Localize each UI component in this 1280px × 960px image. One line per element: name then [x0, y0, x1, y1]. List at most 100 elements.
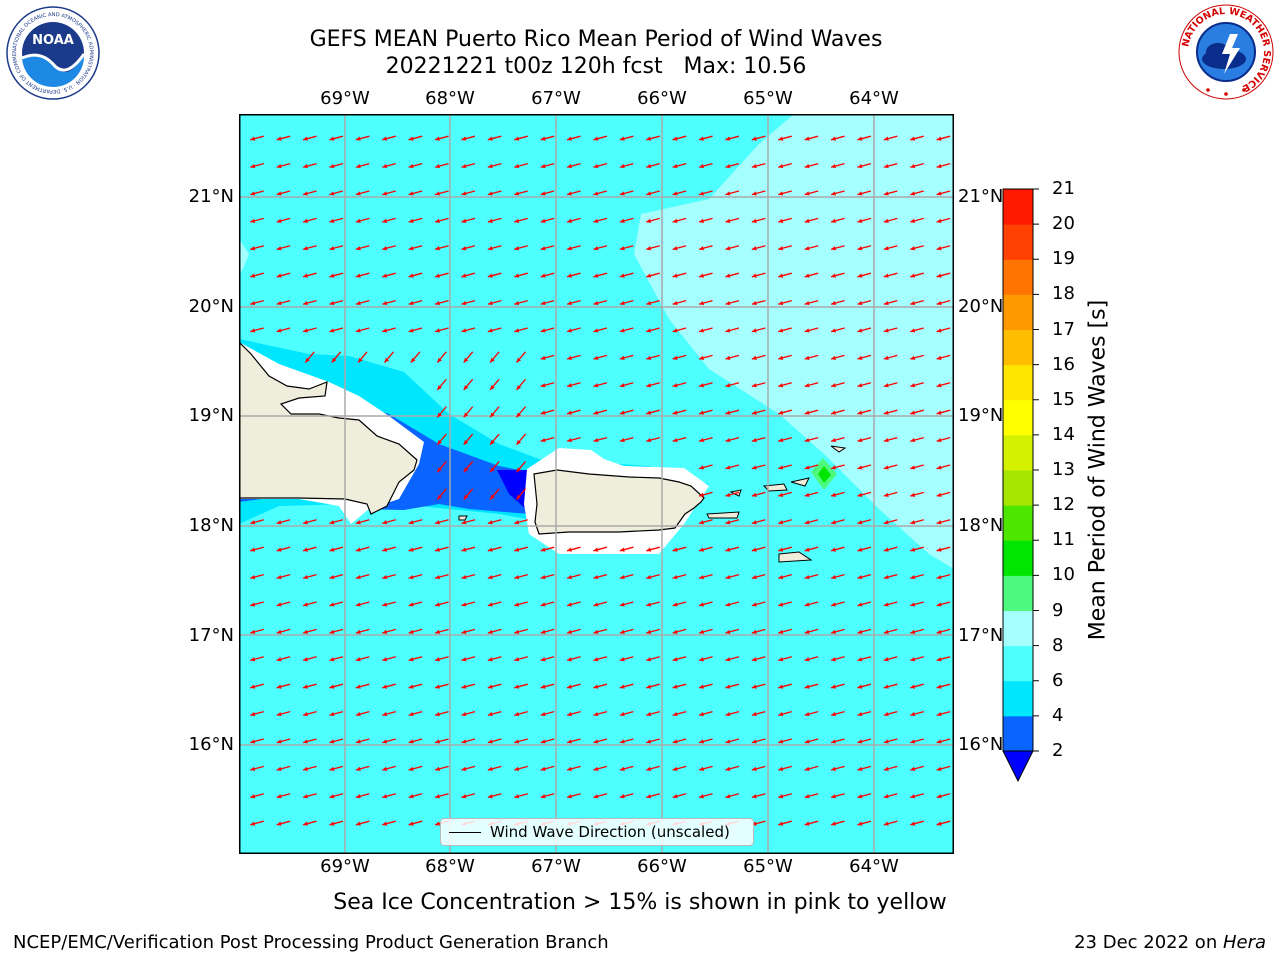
wave-direction-arrow: [434, 793, 449, 799]
wave-direction-arrow: [540, 573, 555, 580]
colorbar-under-arrow: [1002, 750, 1034, 783]
lon-label-bottom: 64°W: [849, 856, 899, 877]
wave-direction-arrow: [593, 299, 608, 306]
wave-direction-arrow: [302, 738, 317, 744]
wave-direction-arrow: [725, 245, 740, 251]
wave-direction-arrow: [461, 683, 476, 689]
wave-direction-arrow: [566, 656, 581, 662]
wave-direction-arrow: [355, 245, 370, 251]
wave-direction-arrow: [698, 546, 713, 552]
wave-direction-arrow: [830, 820, 845, 826]
wave-direction-arrow: [698, 519, 713, 525]
wave-direction-arrow: [434, 217, 449, 223]
wave-direction-arrow: [619, 573, 634, 580]
wave-direction-arrow: [514, 710, 528, 717]
wave-direction-arrow: [804, 299, 819, 306]
wave-direction-arrow: [408, 162, 423, 169]
wave-direction-arrow: [910, 573, 924, 580]
wave-direction-arrow: [672, 683, 687, 689]
wave-direction-arrow: [936, 135, 951, 141]
wave-direction-arrow: [304, 351, 315, 363]
wave-direction-arrow: [751, 683, 766, 689]
lon-label-top: 65°W: [743, 88, 793, 109]
lat-label-right: 19°N: [958, 405, 1004, 426]
wave-direction-arrow: [461, 162, 476, 169]
wave-direction-arrow: [646, 162, 660, 169]
wave-direction-arrow: [540, 656, 555, 662]
wave-direction-arrow: [276, 601, 291, 607]
wave-direction-arrow: [910, 491, 924, 497]
wave-direction-arrow: [329, 327, 344, 333]
wave-direction-arrow: [540, 683, 555, 689]
wave-direction-arrow: [751, 519, 766, 525]
wave-direction-arrow: [804, 245, 819, 251]
wave-direction-arrow: [514, 272, 528, 278]
wave-direction-arrow: [463, 351, 474, 363]
wave-direction-arrow: [830, 436, 845, 443]
wave-direction-arrow: [857, 162, 872, 169]
wave-direction-arrow: [646, 436, 660, 443]
wave-direction-arrow: [778, 656, 792, 662]
wave-direction-arrow: [355, 683, 370, 689]
wave-direction-arrow: [619, 162, 634, 169]
wave-direction-arrow: [250, 820, 264, 826]
wave-direction-arrow: [566, 327, 581, 333]
wave-direction-arrow: [593, 683, 608, 689]
wave-direction-arrow: [910, 820, 924, 826]
wave-direction-arrow: [910, 245, 924, 251]
wave-direction-arrow: [566, 710, 581, 717]
wave-direction-arrow: [804, 272, 819, 278]
wave-direction-arrow: [408, 135, 423, 141]
wave-direction-arrow: [883, 573, 898, 580]
wave-direction-arrow: [804, 382, 819, 388]
wave-direction-arrow: [857, 820, 872, 826]
wave-direction-arrow: [461, 738, 476, 744]
wave-direction-arrow: [778, 546, 792, 552]
wave-direction-arrow: [540, 354, 555, 360]
wave-direction-arrow: [487, 601, 502, 607]
wave-direction-arrow: [276, 217, 291, 223]
wave-direction-arrow: [540, 628, 555, 634]
wave-direction-arrow: [566, 135, 581, 141]
wave-direction-arrow: [329, 272, 344, 278]
wave-direction-arrow: [487, 546, 502, 552]
wave-direction-arrow: [830, 573, 845, 580]
wave-direction-arrow: [910, 464, 924, 470]
wave-direction-arrow: [857, 738, 872, 744]
wave-direction-arrow: [936, 656, 951, 662]
wave-direction-arrow: [302, 793, 317, 799]
wave-direction-arrow: [566, 162, 581, 169]
wave-direction-arrow: [883, 491, 898, 497]
colorbar-tick-label: 15: [1052, 388, 1075, 410]
wave-direction-arrow: [751, 656, 766, 662]
wave-direction-arrow: [566, 573, 581, 580]
wave-direction-arrow: [514, 546, 528, 552]
wave-direction-arrow: [936, 272, 951, 278]
wave-direction-arrow: [434, 135, 449, 141]
wave-direction-arrow: [725, 327, 740, 333]
wave-direction-arrow: [329, 820, 344, 826]
wave-direction-arrow: [593, 793, 608, 799]
lat-label-right: 17°N: [958, 625, 1004, 646]
wave-direction-arrow: [489, 406, 500, 418]
wave-direction-arrow: [910, 656, 924, 662]
wave-direction-arrow: [566, 628, 581, 634]
wave-direction-arrow: [857, 272, 872, 278]
wave-direction-arrow: [936, 793, 951, 799]
wave-direction-arrow: [698, 436, 713, 443]
wave-direction-arrow: [329, 299, 344, 306]
wave-direction-arrow: [936, 491, 951, 497]
wave-direction-arrow: [276, 190, 291, 196]
wave-direction-arrow: [830, 409, 845, 415]
wave-direction-arrow: [276, 327, 291, 333]
wave-direction-arrow: [830, 245, 845, 251]
wave-direction-arrow: [408, 710, 423, 717]
wave-direction-arrow: [830, 162, 845, 169]
land-desecheo: [458, 515, 468, 521]
colorbar-segment: [1003, 364, 1033, 401]
wave-direction-arrow: [434, 738, 449, 744]
wave-direction-arrow: [302, 683, 317, 689]
wave-direction-arrow: [434, 683, 449, 689]
wave-direction-arrow: [672, 765, 687, 771]
wave-direction-arrow: [883, 519, 898, 525]
